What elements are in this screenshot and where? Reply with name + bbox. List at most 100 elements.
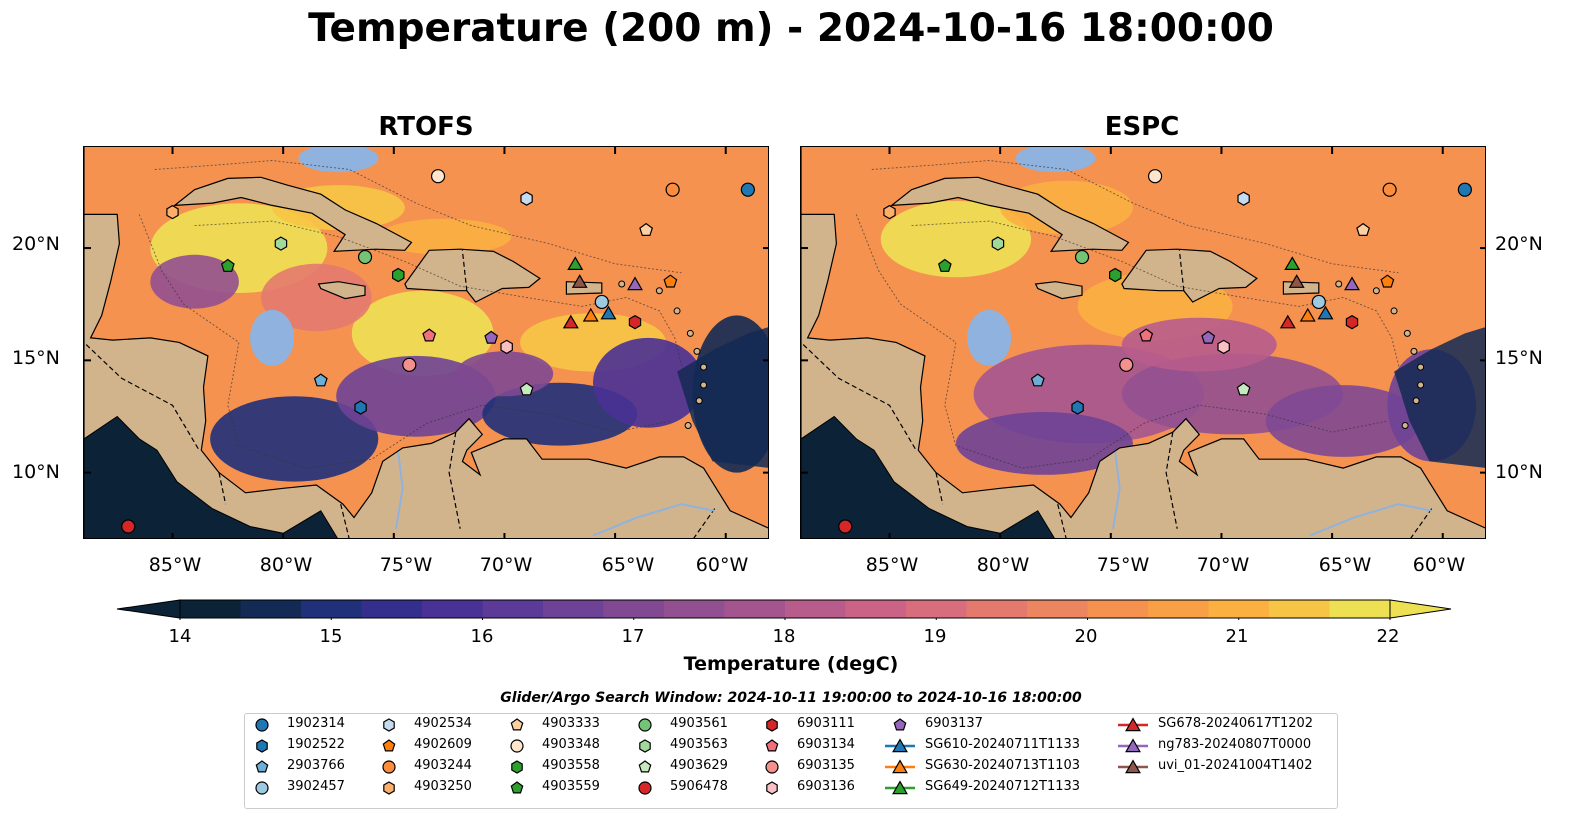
country-border	[1165, 432, 1178, 529]
espc-map[interactable]	[800, 146, 1486, 539]
land	[317, 281, 366, 300]
glider-SG630-20240713T1103	[582, 307, 599, 322]
legend-label: 4903250	[414, 779, 472, 794]
float-4903563	[991, 236, 1005, 251]
espc-map-canvas	[801, 147, 1485, 538]
temperature-field	[1265, 385, 1421, 457]
float-6903111	[1345, 315, 1359, 330]
island	[1417, 363, 1425, 371]
glider-ng783-20240807T0000	[627, 276, 643, 291]
colorbar-segment	[603, 600, 665, 618]
float-4903333	[639, 222, 654, 237]
bathymetry-contour	[194, 220, 687, 383]
legend-marker-3902457	[255, 781, 269, 795]
legend-marker-SG630-20240713T1103	[892, 759, 908, 774]
float-6903136	[1217, 339, 1230, 355]
lat-tick: 15°N	[1495, 347, 1543, 369]
float-6903134	[422, 328, 437, 342]
float-4902534	[520, 191, 533, 206]
glider-SG678-20240617T1202	[562, 314, 579, 329]
legend-label: 6903135	[797, 758, 855, 773]
legend-marker-SG649-20240712T1133	[892, 780, 908, 795]
float-2903766	[313, 373, 328, 387]
land	[1034, 281, 1083, 300]
legend-marker-4903558	[511, 760, 523, 774]
float-6903137	[1201, 330, 1216, 344]
lon-tick: 60°W	[695, 554, 749, 576]
rtofs-map[interactable]	[83, 146, 769, 539]
continental-shelf	[967, 309, 1012, 366]
legend-label: 4903561	[670, 716, 728, 731]
bathymetry-contour	[911, 220, 1404, 383]
legend-label: 4903558	[542, 758, 600, 773]
country-border	[802, 344, 917, 451]
colorbar-tick: 16	[470, 626, 494, 647]
country-border	[85, 344, 200, 451]
legend-marker-4903563	[639, 739, 651, 753]
glider-SG630-20240713T1103	[1299, 307, 1316, 322]
float-4903244	[1382, 182, 1397, 197]
temperature-field	[378, 218, 512, 255]
legend-label: 1902314	[287, 716, 345, 731]
float-4903333	[1356, 222, 1371, 237]
colorbar-segment	[1027, 600, 1088, 618]
legend-label: 3902457	[287, 779, 345, 794]
float-4903250	[166, 204, 179, 220]
float-6903111	[628, 315, 642, 330]
float-4903348	[1147, 169, 1163, 184]
float-4902534	[1237, 191, 1250, 206]
legend-label: SG678-20240617T1202	[1158, 716, 1314, 731]
glider-SG610-20240711T1133	[600, 305, 617, 320]
glider-SG678-20240617T1202	[1279, 314, 1296, 329]
land	[889, 176, 1130, 253]
island	[695, 397, 703, 405]
legend-marker-4903244	[382, 760, 396, 774]
legend-marker-SG678-20240617T1202	[1125, 717, 1141, 732]
colorbar-tick: 19	[923, 626, 947, 647]
legend-marker-2903766	[255, 760, 269, 773]
temperature-field	[880, 200, 1032, 278]
land	[1121, 248, 1258, 303]
main-title: Temperature (200 m) - 2024-10-16 18:00:0…	[308, 6, 1274, 51]
river	[395, 452, 404, 529]
country-border	[448, 432, 461, 529]
legend-marker-4903559	[510, 781, 524, 794]
float-4903629	[1236, 382, 1251, 396]
island	[1412, 397, 1420, 405]
legend-label: uvi_01-20241004T1402	[1158, 758, 1313, 773]
float-4903559	[937, 258, 952, 272]
float-6903134	[1139, 328, 1154, 342]
float-2903766	[1030, 373, 1045, 387]
temperature-field	[261, 263, 372, 332]
island	[1410, 347, 1418, 355]
float-5906478	[838, 519, 853, 534]
colorbar-tick: 17	[621, 626, 645, 647]
island	[1372, 287, 1380, 295]
island	[1390, 307, 1398, 315]
lat-tick: 20°N	[12, 233, 60, 255]
colorbar-segment	[240, 600, 302, 618]
island	[693, 347, 701, 355]
country-border	[340, 503, 350, 538]
lon-tick: 75°W	[379, 554, 433, 576]
rtofs-map-canvas	[84, 147, 768, 538]
search-window-label: Glider/Argo Search Window: 2024-10-11 19…	[500, 690, 1082, 706]
colorbar-segment	[1087, 600, 1149, 618]
bathymetry-contour	[138, 214, 671, 469]
panel-title-espc: ESPC	[1104, 112, 1180, 142]
lon-tick: 85°W	[865, 554, 919, 576]
legend-marker-4903250	[383, 781, 395, 795]
lat-tick: 20°N	[1495, 233, 1543, 255]
colorbar-extend-high	[1389, 599, 1452, 619]
float-3902457	[1311, 294, 1326, 310]
float-4903563	[274, 236, 288, 251]
colorbar-segment	[664, 600, 725, 618]
colorbar-segment	[785, 600, 846, 618]
country-border	[1178, 250, 1185, 291]
panel-title-rtofs: RTOFS	[378, 112, 474, 142]
river	[1309, 503, 1432, 537]
island	[1401, 421, 1409, 429]
temperature-field	[455, 351, 554, 397]
legend-label: ng783-20240807T0000	[1158, 737, 1312, 752]
lon-tick: 85°W	[148, 554, 202, 576]
